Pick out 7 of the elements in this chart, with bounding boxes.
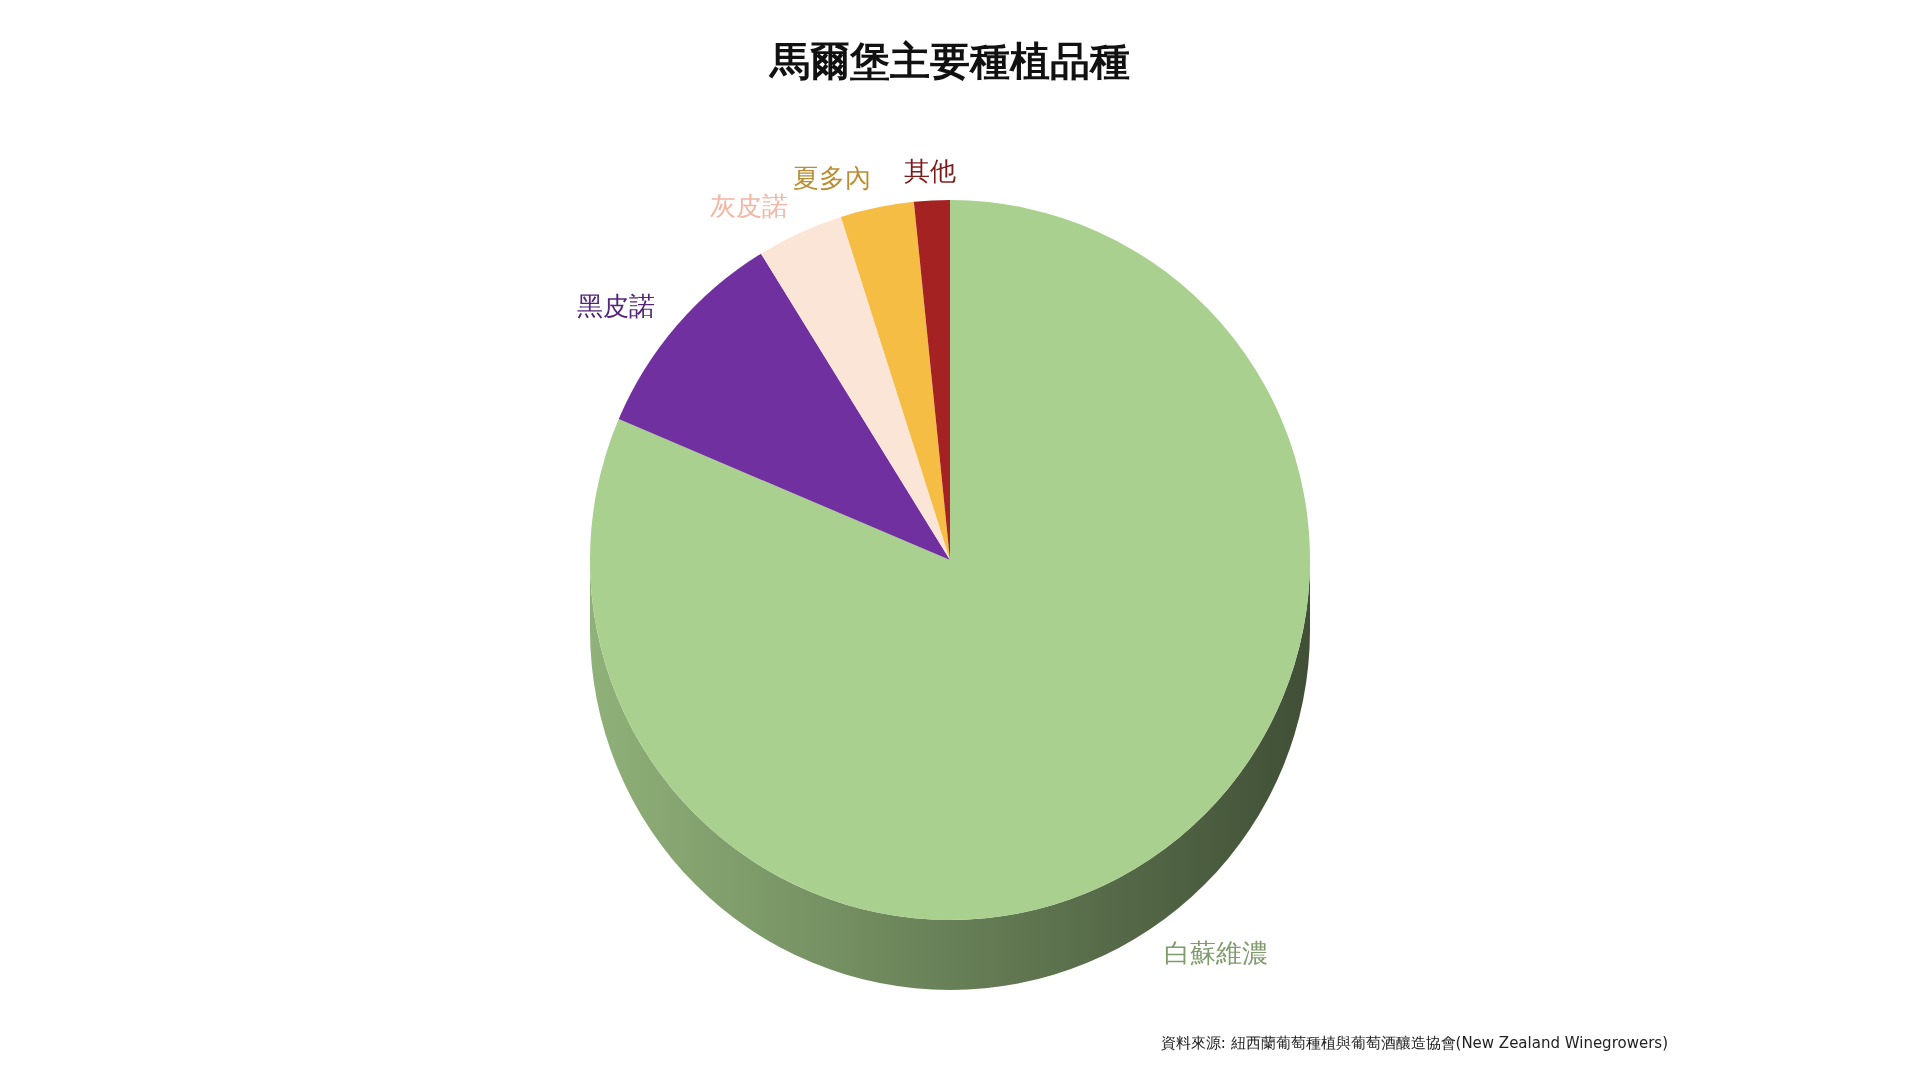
slice-label: 白蘇維濃 bbox=[1164, 938, 1269, 969]
slice-label: 黑皮諾 bbox=[577, 290, 656, 321]
slice-label: 灰皮諾 bbox=[709, 190, 788, 221]
chart-title: 馬爾堡主要種植品種 bbox=[768, 38, 1130, 84]
source-note: 資料來源: 紐西蘭葡萄種植與葡萄酒釀造協會(New Zealand Winegrowers) bbox=[1160, 1034, 1668, 1052]
slice-label: 夏多內 bbox=[793, 163, 872, 194]
slice-label: 其他 bbox=[904, 155, 957, 186]
